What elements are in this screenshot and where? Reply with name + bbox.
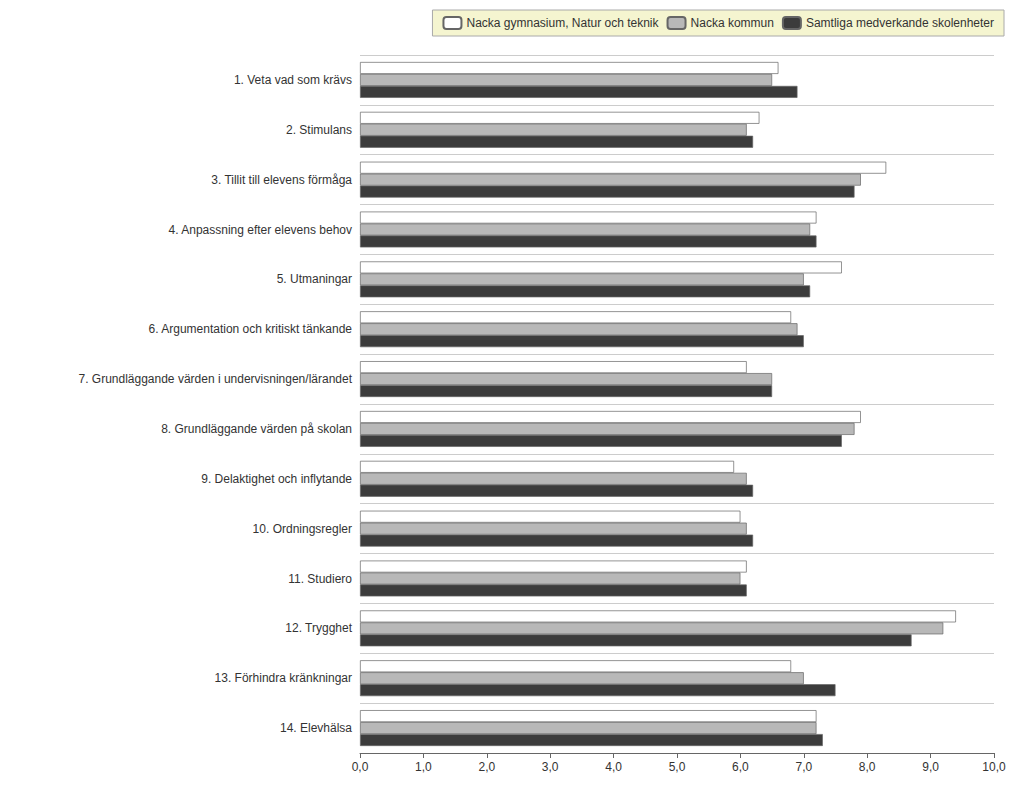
svg-text:14. Elevhälsa: 14. Elevhälsa bbox=[280, 721, 352, 735]
svg-text:11. Studiero: 11. Studiero bbox=[288, 572, 352, 586]
svg-text:6. Argumentation och kritiskt: 6. Argumentation och kritiskt tänkande bbox=[149, 322, 353, 336]
svg-text:7,0: 7,0 bbox=[795, 760, 812, 774]
svg-text:4. Anpassning efter elevens be: 4. Anpassning efter elevens behov bbox=[169, 223, 352, 237]
svg-text:3. Tillit till elevens förmåga: 3. Tillit till elevens förmåga bbox=[211, 173, 352, 187]
svg-text:7. Grundläggande värden i unde: 7. Grundläggande värden i undervisningen… bbox=[78, 372, 352, 386]
svg-text:1. Veta vad som krävs: 1. Veta vad som krävs bbox=[234, 73, 352, 87]
svg-text:Nacka kommun: Nacka kommun bbox=[691, 16, 774, 30]
svg-text:9. Delaktighet och inflytande: 9. Delaktighet och inflytande bbox=[201, 472, 352, 486]
svg-text:12. Trygghet: 12. Trygghet bbox=[285, 621, 352, 635]
svg-text:Samtliga medverkande skolenhet: Samtliga medverkande skolenheter bbox=[806, 16, 994, 30]
svg-text:0,0: 0,0 bbox=[352, 760, 369, 774]
svg-text:6,0: 6,0 bbox=[732, 760, 749, 774]
svg-text:5,0: 5,0 bbox=[669, 760, 686, 774]
svg-text:13. Förhindra kränkningar: 13. Förhindra kränkningar bbox=[215, 671, 352, 685]
svg-text:10,0: 10,0 bbox=[982, 760, 1006, 774]
svg-text:5. Utmaningar: 5. Utmaningar bbox=[277, 272, 352, 286]
svg-text:Nacka gymnasium, Natur och tek: Nacka gymnasium, Natur och teknik bbox=[466, 16, 659, 30]
svg-text:2. Stimulans: 2. Stimulans bbox=[286, 123, 352, 137]
svg-text:10. Ordningsregler: 10. Ordningsregler bbox=[253, 522, 352, 536]
svg-text:1,0: 1,0 bbox=[415, 760, 432, 774]
svg-text:3,0: 3,0 bbox=[542, 760, 559, 774]
svg-text:4,0: 4,0 bbox=[605, 760, 622, 774]
svg-text:8. Grundläggande värden på sko: 8. Grundläggande värden på skolan bbox=[161, 422, 352, 436]
svg-text:8,0: 8,0 bbox=[859, 760, 876, 774]
svg-text:2,0: 2,0 bbox=[478, 760, 495, 774]
svg-text:9,0: 9,0 bbox=[922, 760, 939, 774]
